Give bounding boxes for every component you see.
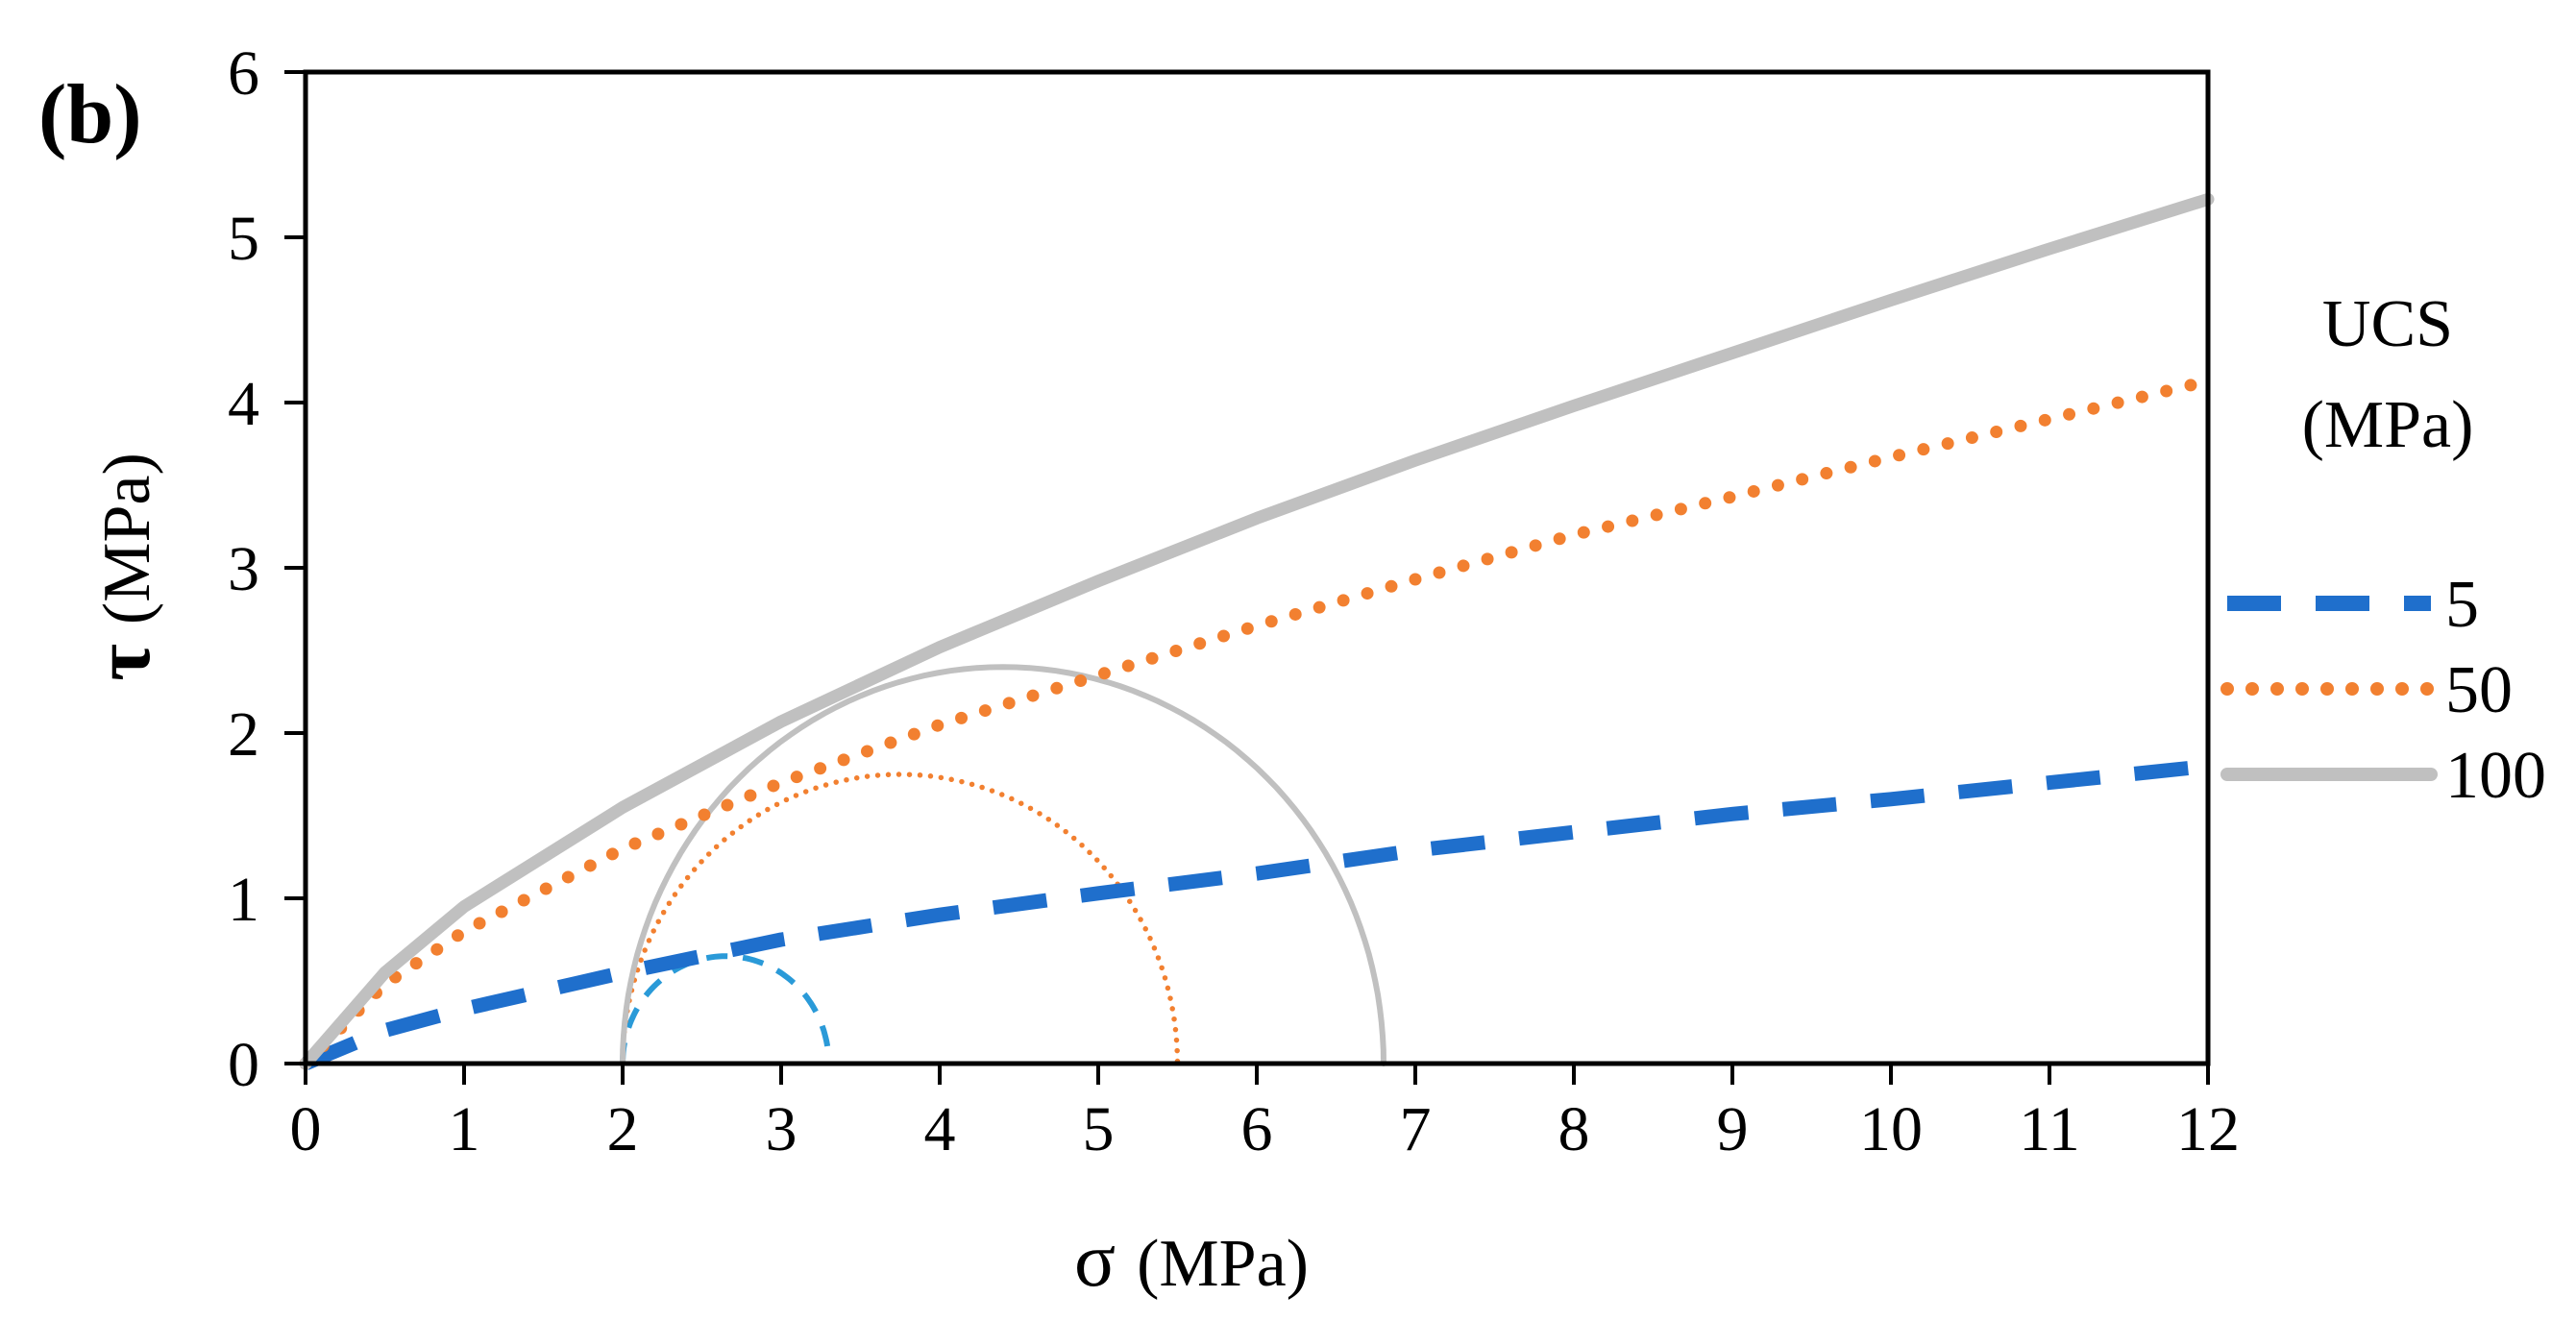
- y-tick-label: 5: [228, 204, 259, 274]
- x-tick-label: 4: [924, 1094, 956, 1164]
- envelope-line-ucs-5: [303, 758, 2209, 1070]
- legend-title-line2: (MPa): [2302, 388, 2474, 462]
- legend-label-50: 50: [2445, 653, 2513, 727]
- x-tick-label: 11: [2019, 1094, 2080, 1164]
- x-tick-label: 3: [766, 1094, 797, 1164]
- y-axis: 0 1 2 3 4 5 6: [228, 38, 306, 1100]
- x-tick-label: 9: [1717, 1094, 1749, 1164]
- x-axis: 0 1 2 3 4 5 6 7 8 9 10 11 12: [290, 1064, 2240, 1164]
- envelope-line-ucs-100: [299, 192, 2215, 1070]
- legend-label-5: 5: [2445, 568, 2479, 642]
- y-axis-title: τ (MPa): [78, 453, 167, 681]
- mohr-circle-ucs-100: [620, 664, 1386, 1066]
- panel-label: (b): [38, 68, 142, 161]
- x-tick-label: 6: [1241, 1094, 1273, 1164]
- y-tick-label: 6: [228, 38, 259, 109]
- envelope-line-ucs-50: [299, 375, 2215, 1070]
- legend-label-100: 100: [2445, 739, 2546, 813]
- y-axis-units: (MPa): [90, 453, 164, 624]
- x-tick-label: 8: [1558, 1094, 1590, 1164]
- mohr-circle-ucs-50: [620, 771, 1181, 1066]
- x-tick-label: 12: [2176, 1094, 2240, 1164]
- x-axis-symbol: σ: [1074, 1218, 1116, 1303]
- x-axis-title: σ (MPa): [1074, 1218, 1309, 1303]
- x-tick-label: 2: [607, 1094, 639, 1164]
- y-tick-label: 1: [228, 865, 259, 935]
- y-axis-symbol: τ: [78, 644, 167, 681]
- x-tick-label: 7: [1400, 1094, 1432, 1164]
- plot-series: [299, 192, 2215, 1070]
- y-tick-label: 2: [228, 699, 259, 770]
- y-tick-label: 0: [228, 1030, 259, 1100]
- x-tick-label: 5: [1083, 1094, 1115, 1164]
- legend: UCS (MPa) 5 50 100: [2220, 287, 2546, 813]
- x-tick-label: 10: [1859, 1094, 1923, 1164]
- x-tick-label: 1: [449, 1094, 480, 1164]
- y-tick-label: 3: [228, 534, 259, 604]
- legend-title-line1: UCS: [2322, 287, 2453, 361]
- x-tick-label: 0: [290, 1094, 322, 1164]
- y-tick-label: 4: [228, 369, 259, 439]
- x-axis-units: (MPa): [1137, 1227, 1309, 1301]
- mohr-circle-ucs-5: [620, 953, 832, 1065]
